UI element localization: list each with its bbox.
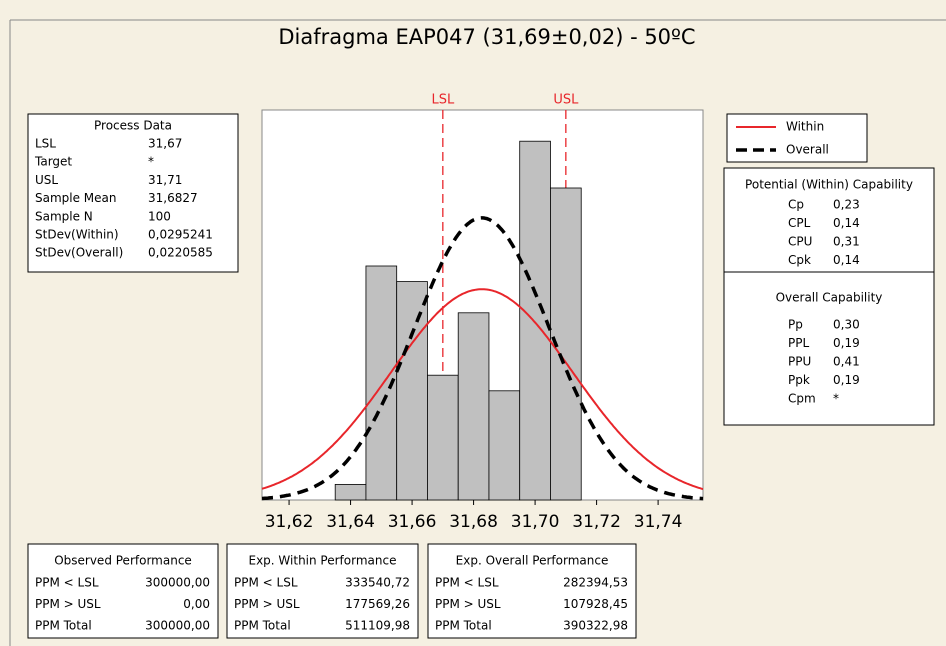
panel-title: Process Data [94, 119, 172, 133]
bar [334, 483, 367, 501]
chart-title: Diafragma EAP047 (31,69±0,02) - 50ºC [278, 25, 695, 49]
panel-title: Overall Capability [776, 291, 883, 305]
row-value: 333540,72 [345, 576, 410, 590]
x-tick-label: 31,70 [511, 512, 560, 532]
fit-curve [261, 288, 704, 491]
panel-title: Exp. Overall Performance [456, 554, 609, 568]
row-label: PPM < LSL [435, 576, 499, 590]
row-label: Ppk [788, 373, 810, 387]
row-value: 100 [148, 209, 171, 223]
row-value: 282394,53 [563, 576, 628, 590]
row-label: PPU [788, 355, 811, 369]
row-value: * [148, 155, 154, 169]
row-label: PPM Total [234, 619, 291, 633]
row-value: 300000,00 [145, 576, 210, 590]
row-label: USL [35, 173, 58, 187]
row-value: 0,14 [833, 216, 860, 230]
row-value: 31,6827 [148, 191, 198, 205]
row-value: 0,41 [833, 355, 860, 369]
row-label: PPM < LSL [234, 576, 298, 590]
row-value: 0,19 [833, 336, 860, 350]
row-label: PPL [788, 336, 809, 350]
row-value: 0,23 [833, 198, 860, 212]
x-tick-label: 31,66 [388, 512, 437, 532]
row-value: 0,0220585 [148, 246, 213, 260]
row-label: Pp [788, 318, 803, 332]
legend-box [726, 113, 868, 163]
capability-box [723, 167, 935, 426]
bar [457, 312, 490, 501]
x-tick-label: 31,68 [449, 512, 498, 532]
row-value: 0,00 [183, 597, 210, 611]
spec-label: USL [553, 93, 579, 108]
row-value: 31,71 [148, 173, 182, 187]
panel-title: Potential (Within) Capability [745, 178, 913, 192]
legend-label: Overall [786, 143, 829, 157]
row-label: CPU [788, 235, 812, 249]
panel-title: Exp. Within Performance [249, 554, 397, 568]
row-label: Sample N [35, 209, 93, 223]
spec-label: LSL [431, 93, 454, 108]
row-label: PPM > USL [435, 597, 501, 611]
row-label: Sample Mean [35, 191, 117, 205]
row-value: 107928,45 [563, 597, 628, 611]
row-label: PPM > USL [35, 597, 101, 611]
bar [396, 281, 428, 501]
row-value: 0,19 [833, 373, 860, 387]
x-tick-label: 31,62 [265, 512, 314, 532]
row-value: 511109,98 [345, 619, 410, 633]
x-tick-label: 31,72 [572, 512, 621, 532]
row-value: 177569,26 [345, 597, 410, 611]
performance-box [226, 543, 419, 639]
bar [427, 374, 459, 501]
row-label: PPM Total [35, 619, 92, 633]
row-label: StDev(Overall) [35, 246, 123, 260]
row-value: 300000,00 [145, 619, 210, 633]
bar [488, 390, 521, 501]
row-value: 390322,98 [563, 619, 628, 633]
row-value: * [833, 392, 839, 406]
row-value: 0,14 [833, 253, 860, 267]
row-value: 0,0295241 [148, 228, 213, 242]
process-data-box [27, 113, 239, 273]
x-tick-label: 31,64 [326, 512, 375, 532]
row-label: Cp [788, 198, 804, 212]
row-label: PPM Total [435, 619, 492, 633]
row-value: 0,31 [833, 235, 860, 249]
row-label: Cpm [788, 392, 816, 406]
row-label: LSL [35, 137, 56, 151]
panel-title: Observed Performance [54, 554, 192, 568]
performance-box [27, 543, 219, 639]
x-tick-label: 31,74 [634, 512, 683, 532]
bar [365, 265, 398, 501]
legend-label: Within [786, 120, 824, 134]
row-value: 31,67 [148, 137, 182, 151]
performance-box [427, 543, 637, 639]
row-label: Cpk [788, 253, 811, 267]
row-label: CPL [788, 216, 811, 230]
fit-curve [261, 216, 704, 501]
row-label: PPM > USL [234, 597, 300, 611]
row-label: PPM < LSL [35, 576, 99, 590]
row-value: 0,30 [833, 318, 860, 332]
row-label: StDev(Within) [35, 228, 119, 242]
row-label: Target [34, 155, 72, 169]
